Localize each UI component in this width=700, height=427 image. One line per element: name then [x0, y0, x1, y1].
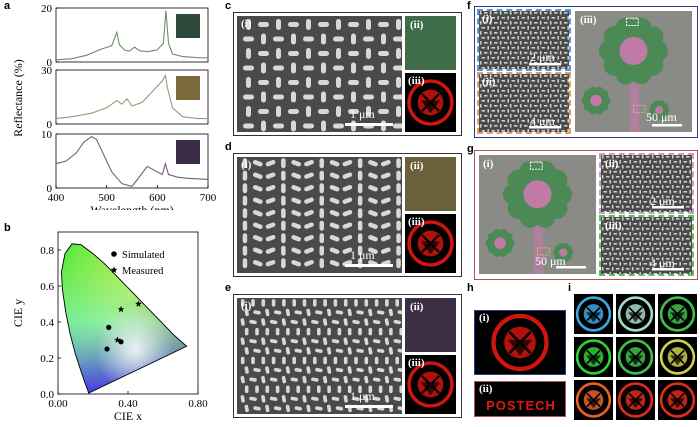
sublabel-f-iii: (iii) — [580, 14, 597, 26]
nanorod-array-c — [243, 19, 402, 132]
sem-image-d — [237, 157, 402, 273]
logo-tile — [658, 337, 697, 377]
simulated-point — [106, 325, 111, 330]
panel-letter-e: e — [225, 282, 231, 294]
panel-letter-f: f — [467, 0, 471, 12]
color-swatch-3 — [176, 140, 200, 164]
x-tick-label: 700 — [200, 192, 217, 204]
sem-image-c — [237, 16, 402, 132]
simulated-point — [104, 346, 109, 351]
scale-text-g-iii: 4 μm — [650, 256, 675, 271]
x-tick-label: 0.80 — [188, 398, 208, 410]
sublabel-c-ii: (ii) — [410, 19, 423, 31]
sublabel-e-iii: (iii) — [408, 357, 425, 369]
sublabel-d-iii: (iii) — [408, 216, 425, 228]
scalebar-d — [345, 264, 393, 267]
red-logo-image — [409, 81, 452, 124]
sublabel-c-iii: (iii) — [408, 75, 425, 87]
red-logo-image — [409, 363, 452, 406]
logo-grid — [574, 294, 698, 422]
panel-letter-i: i — [568, 282, 571, 294]
legend-marker-simulated — [111, 251, 117, 257]
scale-text-f-i: 2 μm — [530, 50, 555, 65]
sublabel-g-iii: (iii) — [605, 220, 622, 232]
logo-tile — [658, 380, 697, 420]
panel-letter-g: g — [467, 143, 474, 155]
postech-banner: POSTECH — [483, 398, 559, 413]
red-logo-image — [494, 316, 547, 369]
scale-text-g-ii: 2 μm — [650, 194, 675, 209]
x-axis-label: Wavelength (nm) — [90, 203, 173, 210]
logo-tile — [658, 294, 697, 334]
sublabel-f-i: (i) — [482, 13, 492, 25]
logo-tile — [616, 337, 655, 377]
sublabel-d-i: (i) — [241, 159, 251, 171]
y-axis-label: Reflectance (%) — [11, 59, 25, 137]
scale-text-f-iii: 50 μm — [646, 110, 677, 125]
sublabel-g-i: (i) — [483, 158, 493, 170]
scalebar-e — [345, 405, 393, 408]
color-swatch-1 — [176, 14, 200, 38]
x-tick-label: 0.00 — [48, 398, 68, 410]
y-tick-label: 0.6 — [40, 281, 54, 293]
y-tick-label: 0.8 — [40, 245, 54, 257]
scale-text-f-ii: 4 μm — [530, 114, 555, 129]
logo-tile — [616, 380, 655, 420]
legend-label-measured: Measured — [122, 266, 164, 277]
scalebar-c — [345, 123, 393, 126]
nanorod-array-d — [243, 158, 401, 268]
x-axis-label: CIE x — [114, 409, 142, 422]
scale-text-d: 1 μm — [350, 248, 375, 263]
y-axis-label: CIE y — [11, 299, 25, 327]
sublabel-e-i: (i) — [241, 300, 251, 312]
logo-tile — [574, 380, 613, 420]
legend-label-simulated: Simulated — [122, 250, 165, 261]
sublabel-h-i: (i) — [479, 312, 489, 324]
scale-text-c: 1 μm — [350, 107, 375, 122]
logo-tile — [574, 294, 613, 334]
sublabel-g-ii: (ii) — [605, 158, 618, 170]
panel-letter-c: c — [225, 0, 231, 12]
y-tick-label: 0.4 — [40, 317, 54, 329]
color-swatch-2 — [176, 76, 200, 100]
scale-text-e: 1 μm — [350, 389, 375, 404]
panel-letter-d: d — [225, 141, 232, 153]
sem-image-f-i — [479, 11, 569, 69]
sublabel-h-ii: (ii) — [479, 383, 492, 395]
y-tick-label: 20 — [41, 3, 53, 15]
sem-image-e — [237, 298, 402, 414]
nanorod-array-f-i — [480, 11, 569, 69]
sublabel-d-ii: (ii) — [410, 160, 423, 172]
sublabel-c-i: (i) — [241, 18, 251, 30]
y-tick-label: 10 — [41, 129, 53, 141]
scale-text-g-i: 50 μm — [535, 254, 566, 269]
logo-tile — [616, 294, 655, 334]
red-logo-image — [409, 222, 452, 265]
sublabel-f-ii: (ii) — [482, 76, 495, 88]
logo-tile — [574, 337, 613, 377]
y-tick-label: 0.2 — [40, 353, 54, 365]
sublabel-e-ii: (ii) — [410, 301, 423, 313]
nanorod-array-e — [240, 299, 402, 412]
panel-letter-h: h — [467, 282, 474, 294]
x-tick-label: 400 — [48, 192, 65, 204]
y-tick-label: 30 — [41, 65, 53, 77]
